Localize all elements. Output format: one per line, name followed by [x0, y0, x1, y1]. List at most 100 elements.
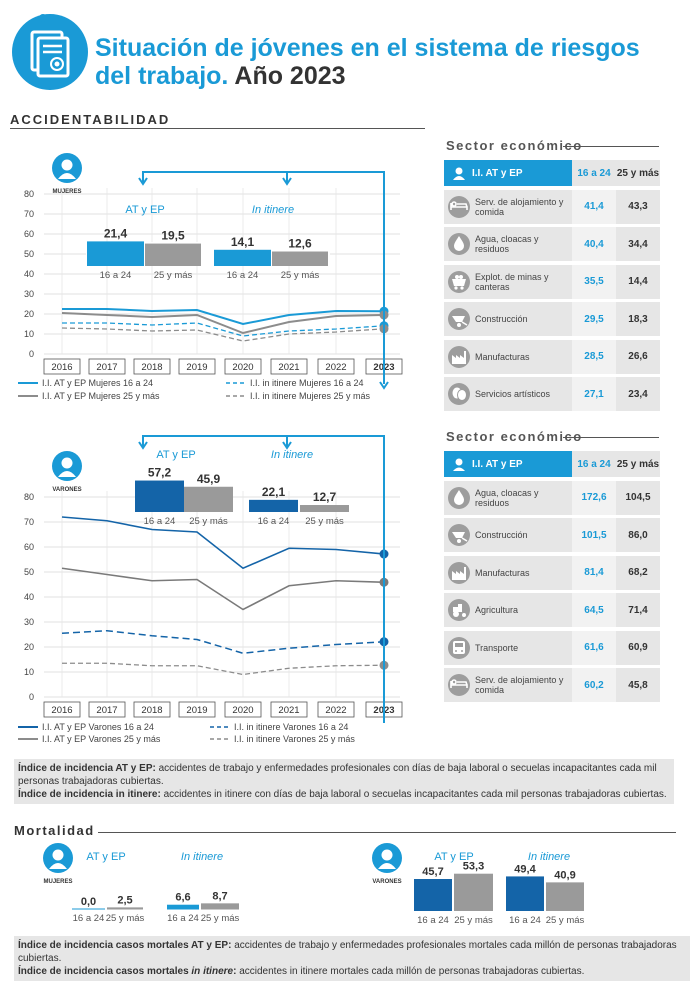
y-tick-label: 10	[24, 329, 34, 339]
note-line-1: Índice de incidencia AT y EP: accidentes…	[18, 762, 670, 788]
y-tick-label: 20	[24, 309, 34, 319]
y-tick-label: 30	[24, 289, 34, 299]
group-label-in-itinere: In itinere	[271, 449, 313, 461]
bar-category-label: 25 y más	[154, 270, 193, 281]
table-row: Serv. de alojamiento y comida 60,2 45,8	[444, 668, 660, 702]
badge-label: MUJERES	[52, 189, 81, 195]
sector-label: Agua, cloacas y residuos	[475, 234, 539, 254]
bar-value-label: 19,5	[161, 229, 185, 243]
mujeres-badge: MUJERES	[52, 153, 82, 195]
table-row: Agricultura 64,5 71,4	[444, 593, 660, 627]
x-tick-box	[270, 701, 308, 718]
bar-value-label: 22,1	[262, 485, 286, 499]
x-tick-box	[178, 701, 216, 718]
head-shape	[61, 159, 73, 171]
value-16-24: 29,5	[572, 302, 616, 336]
group-label-in-itinere: In itinere	[252, 204, 294, 216]
sector-table-mujeres: I.I. AT y EP 16 a 24 25 y más Serv. de a…	[444, 160, 660, 411]
x-tick-box	[224, 358, 262, 375]
value-16-24: 64,5	[572, 593, 616, 627]
value-16-24: 27,1	[572, 377, 616, 411]
bar-value-label: 14,1	[231, 235, 255, 249]
y-tick-label: 50	[24, 249, 34, 259]
x-tick-label: 2021	[278, 362, 299, 373]
bar-category-label: 25 y más	[106, 913, 145, 924]
group-label-at-ep: AT y EP	[156, 449, 195, 461]
x-tick-label: 2016	[51, 362, 72, 373]
legend-item: I.I. in itinere Varones 16 a 24	[210, 722, 348, 732]
sector-label: Explot. de minas y canteras	[475, 271, 549, 292]
x-tick-box	[88, 701, 126, 718]
bar-value-label: 40,9	[554, 869, 575, 881]
report-icon	[10, 12, 90, 92]
sector-cell: Transporte	[444, 630, 572, 665]
bar-category-label: 25 y más	[281, 270, 320, 281]
x-tick-label: 2022	[325, 705, 346, 716]
y-tick-label: 40	[24, 592, 34, 602]
sector-label: Agricultura	[475, 605, 519, 615]
bar	[167, 904, 199, 909]
factory-icon	[448, 561, 470, 584]
bar	[87, 241, 144, 266]
y-tick-label: 40	[24, 269, 34, 279]
mujeres-legend: I.I. AT y EP Mujeres 16 a 24 I.I. AT y E…	[0, 378, 420, 408]
wheelbarrow-icon	[448, 524, 470, 546]
x-tick-box	[317, 358, 355, 375]
note-term: Índice de incidencia AT y EP:	[18, 763, 156, 774]
bar-value-label: 21,4	[104, 226, 128, 240]
water-drop-icon	[448, 486, 470, 509]
section-mortalidad: Mortalidad	[14, 823, 95, 838]
legend-item: I.I. AT y EP Mujeres 16 a 24	[18, 378, 153, 388]
bar	[135, 480, 184, 512]
value-25-mas: 23,4	[616, 377, 660, 411]
legend-item: I.I. in itinere Mujeres 16 a 24	[226, 378, 364, 388]
sector-cell: Agricultura	[444, 593, 572, 627]
tractor-icon	[448, 599, 470, 621]
group-label-in-itinere: In itinere	[528, 851, 570, 863]
note-term: Índice de incidencia casos mortales AT y…	[18, 940, 232, 951]
value-16-24: 28,5	[572, 339, 616, 374]
series-line	[61, 312, 385, 335]
y-tick-label: 50	[24, 567, 34, 577]
legend-label: I.I. in itinere Mujeres 16 a 24	[250, 378, 364, 388]
sector-label: Construcción	[475, 530, 528, 540]
sector-cell: Manufacturas	[444, 555, 572, 590]
bus-icon	[448, 636, 470, 659]
series-line	[62, 662, 385, 676]
series-line	[61, 629, 385, 655]
table-row: Manufacturas 81,4 68,2	[444, 555, 660, 590]
bar-value-label: 0,0	[81, 896, 96, 908]
x-tick-label: 2018	[141, 705, 162, 716]
sector-label: Transporte	[475, 642, 519, 653]
body-shape	[378, 863, 396, 869]
sector-label: Agua, cloacas y residuos	[475, 487, 539, 508]
value-16-24: 60,2	[572, 668, 616, 702]
x-tick-label: 2019	[186, 362, 207, 373]
y-tick-label: 70	[24, 209, 34, 219]
arrow-head-icon	[379, 381, 389, 390]
sector-label: Servicios artísticos	[475, 389, 551, 399]
x-tick-label: 2022	[325, 362, 346, 373]
bar-value-label: 45,9	[197, 472, 221, 486]
y-tick-label: 80	[24, 189, 34, 199]
sector-cell: Construcción	[444, 302, 572, 336]
x-tick-label: 2020	[232, 705, 253, 716]
x-tick-label: 2018	[141, 362, 162, 373]
man-icon	[452, 457, 466, 471]
note-term: Índice de incidencia in itinere:	[18, 789, 161, 800]
mortalidad-varones-badge: VARONES	[372, 843, 402, 885]
y-tick-label: 30	[24, 617, 34, 627]
note-line-1: Índice de incidencia casos mortales AT y…	[18, 939, 686, 965]
bar-value-label: 6,6	[175, 892, 190, 904]
callout-bracket	[142, 171, 385, 384]
bar	[506, 876, 544, 911]
bar-value-label: 57,2	[148, 466, 172, 480]
value-25-mas: 45,8	[616, 668, 660, 702]
theater-masks-icon	[448, 383, 470, 405]
table-row: Transporte 61,6 60,9	[444, 630, 660, 665]
bar	[249, 499, 298, 512]
value-16-24: 81,4	[572, 555, 616, 590]
table-header: I.I. AT y EP 16 a 24 25 y más	[444, 451, 660, 477]
table-row: Explot. de minas y canteras 35,5 14,4	[444, 264, 660, 299]
table-row: Agua, cloacas y residuos 172,6 104,5	[444, 480, 660, 515]
